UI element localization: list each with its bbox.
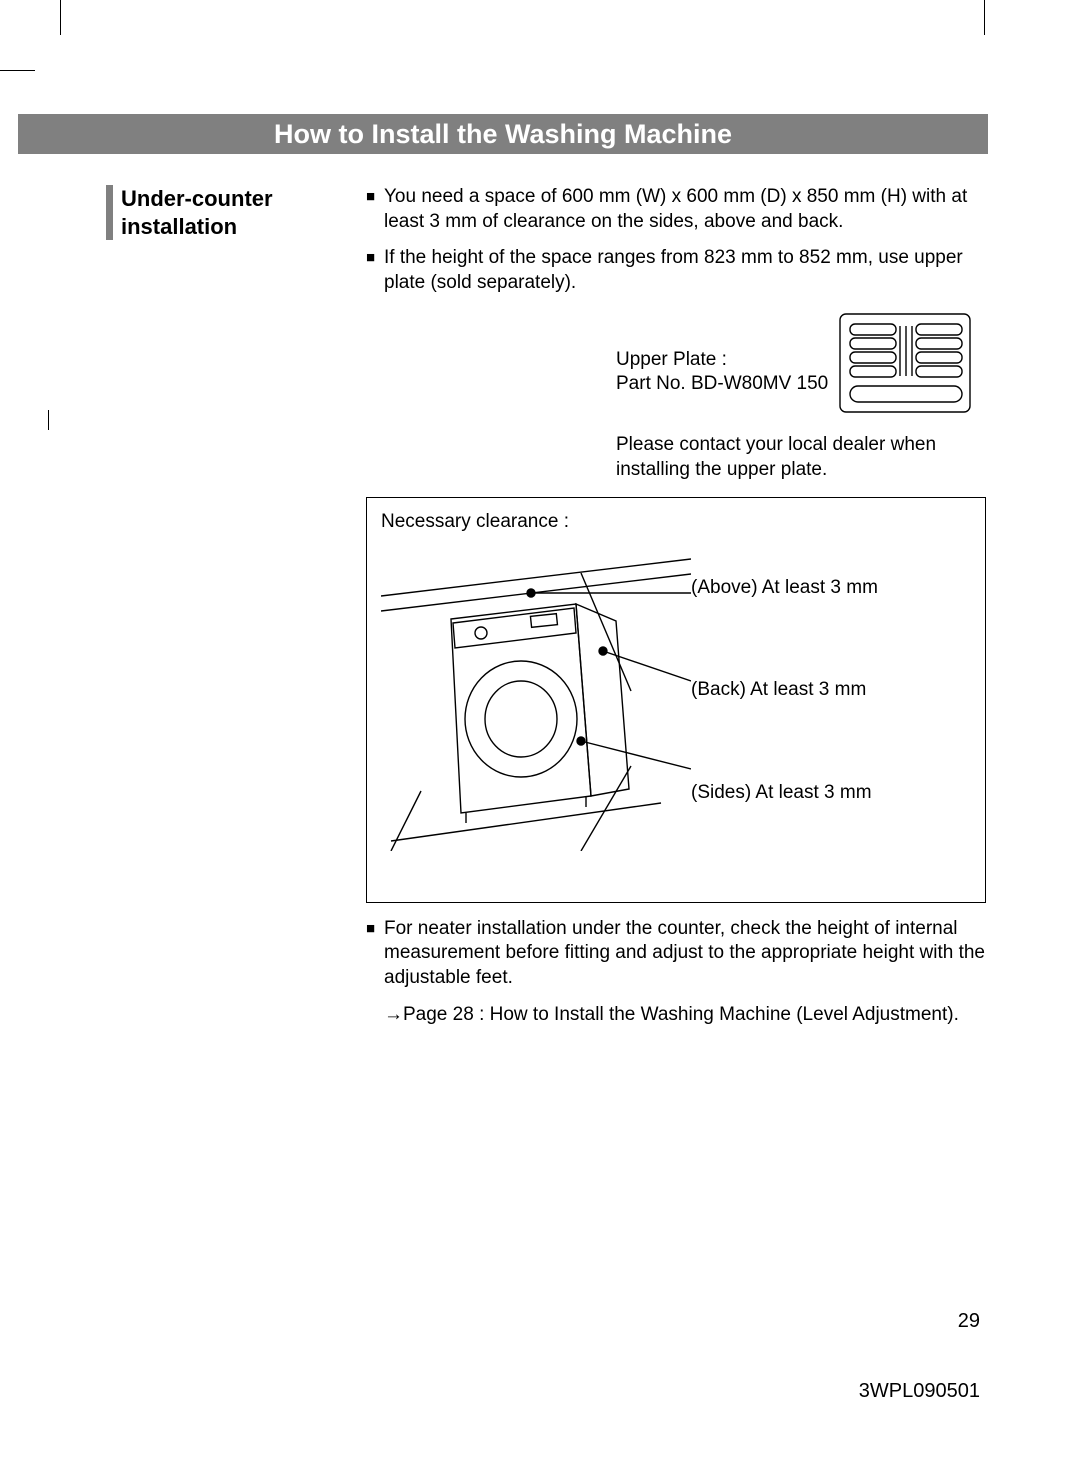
upper-plate-label: Upper Plate : — [616, 348, 836, 373]
bullet-square-icon: ■ — [366, 185, 384, 234]
bullet-text: For neater installation under the counte… — [384, 917, 986, 991]
clearance-above-label: (Above) At least 3 mm — [691, 576, 971, 601]
bullet-item: ■ If the height of the space ranges from… — [366, 246, 986, 295]
crop-mark — [60, 0, 61, 35]
crop-mark — [0, 70, 35, 71]
page-number: 29 — [958, 1310, 980, 1333]
washer-clearance-diagram — [381, 541, 691, 884]
clearance-title: Necessary clearance : — [381, 510, 971, 535]
page-title: How to Install the Washing Machine — [274, 119, 732, 149]
section-body: ■ You need a space of 600 mm (W) x 600 m… — [366, 185, 986, 1027]
upper-plate-contact: Please contact your local dealer when in… — [366, 433, 986, 482]
document-code: 3WPL090501 — [859, 1380, 980, 1403]
page-reference: →Page 28 : How to Install the Washing Ma… — [366, 1003, 986, 1028]
upper-plate-diagram — [836, 308, 986, 426]
bullet-item: ■ You need a space of 600 mm (W) x 600 m… — [366, 185, 986, 234]
page-title-banner: How to Install the Washing Machine — [18, 114, 988, 154]
bullet-text: You need a space of 600 mm (W) x 600 mm … — [384, 185, 986, 234]
section-heading: Under-counter installation — [106, 185, 366, 240]
bullet-square-icon: ■ — [366, 246, 384, 295]
crop-mark — [984, 0, 985, 35]
bullet-square-icon: ■ — [366, 917, 384, 991]
clearance-sides-label: (Sides) At least 3 mm — [691, 781, 971, 806]
upper-plate-partno: Part No. BD-W80MV 150 — [616, 372, 836, 397]
clearance-labels: (Above) At least 3 mm (Back) At least 3 … — [691, 541, 971, 884]
crop-mark — [48, 410, 49, 430]
content-area: Under-counter installation ■ You need a … — [106, 185, 986, 1027]
bullet-text: If the height of the space ranges from 8… — [384, 246, 986, 295]
upper-plate-block: Upper Plate : Part No. BD-W80MV 150 — [366, 308, 986, 426]
bullet-item: ■ For neater installation under the coun… — [366, 917, 986, 991]
clearance-back-label: (Back) At least 3 mm — [691, 678, 971, 703]
clearance-diagram-box: Necessary clearance : — [366, 497, 986, 903]
